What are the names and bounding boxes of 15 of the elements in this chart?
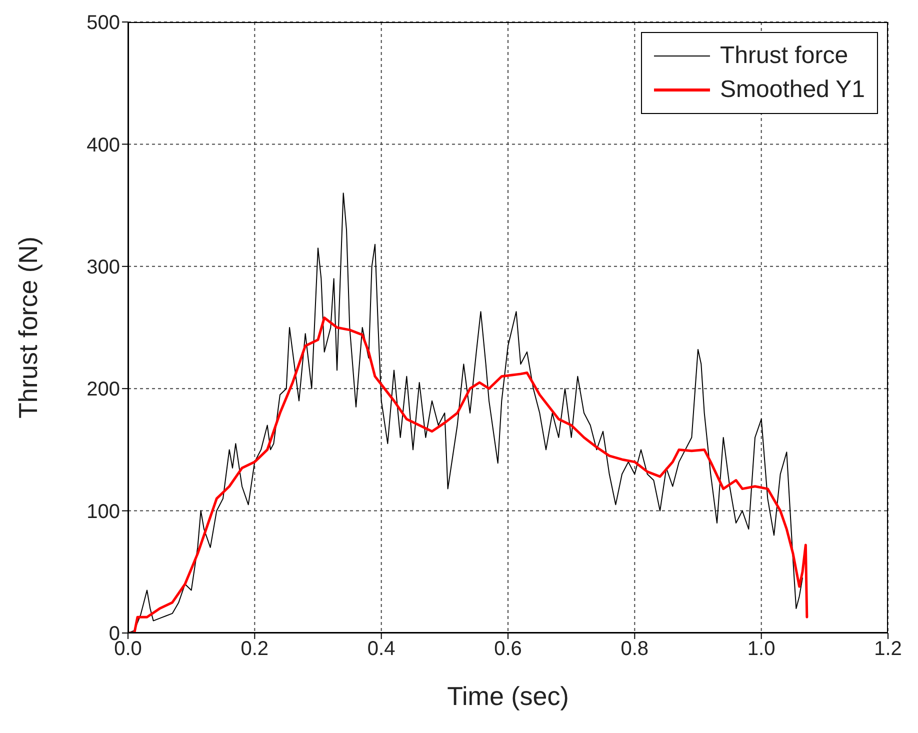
y-tick-label: 500 (86, 12, 120, 34)
x-tick-label: 1.0 (747, 638, 776, 660)
y-tick-label: 300 (86, 256, 120, 278)
y-axis-title: Thrust force (N) (13, 236, 44, 419)
x-tick-label: 0.8 (620, 638, 649, 660)
legend-label: Thrust force (720, 42, 848, 70)
x-tick-label: 1.2 (874, 638, 902, 660)
x-tick-label: 0.4 (367, 638, 396, 660)
y-tick-label: 200 (86, 378, 120, 401)
x-tick-label: 0.6 (494, 638, 522, 660)
legend-label: Smoothed Y1 (720, 76, 865, 104)
y-tick-label: 100 (86, 500, 120, 523)
x-tick-label: 0.2 (240, 638, 269, 660)
x-axis-title: Time (sec) (447, 681, 569, 711)
y-tick-label: 400 (86, 134, 120, 156)
